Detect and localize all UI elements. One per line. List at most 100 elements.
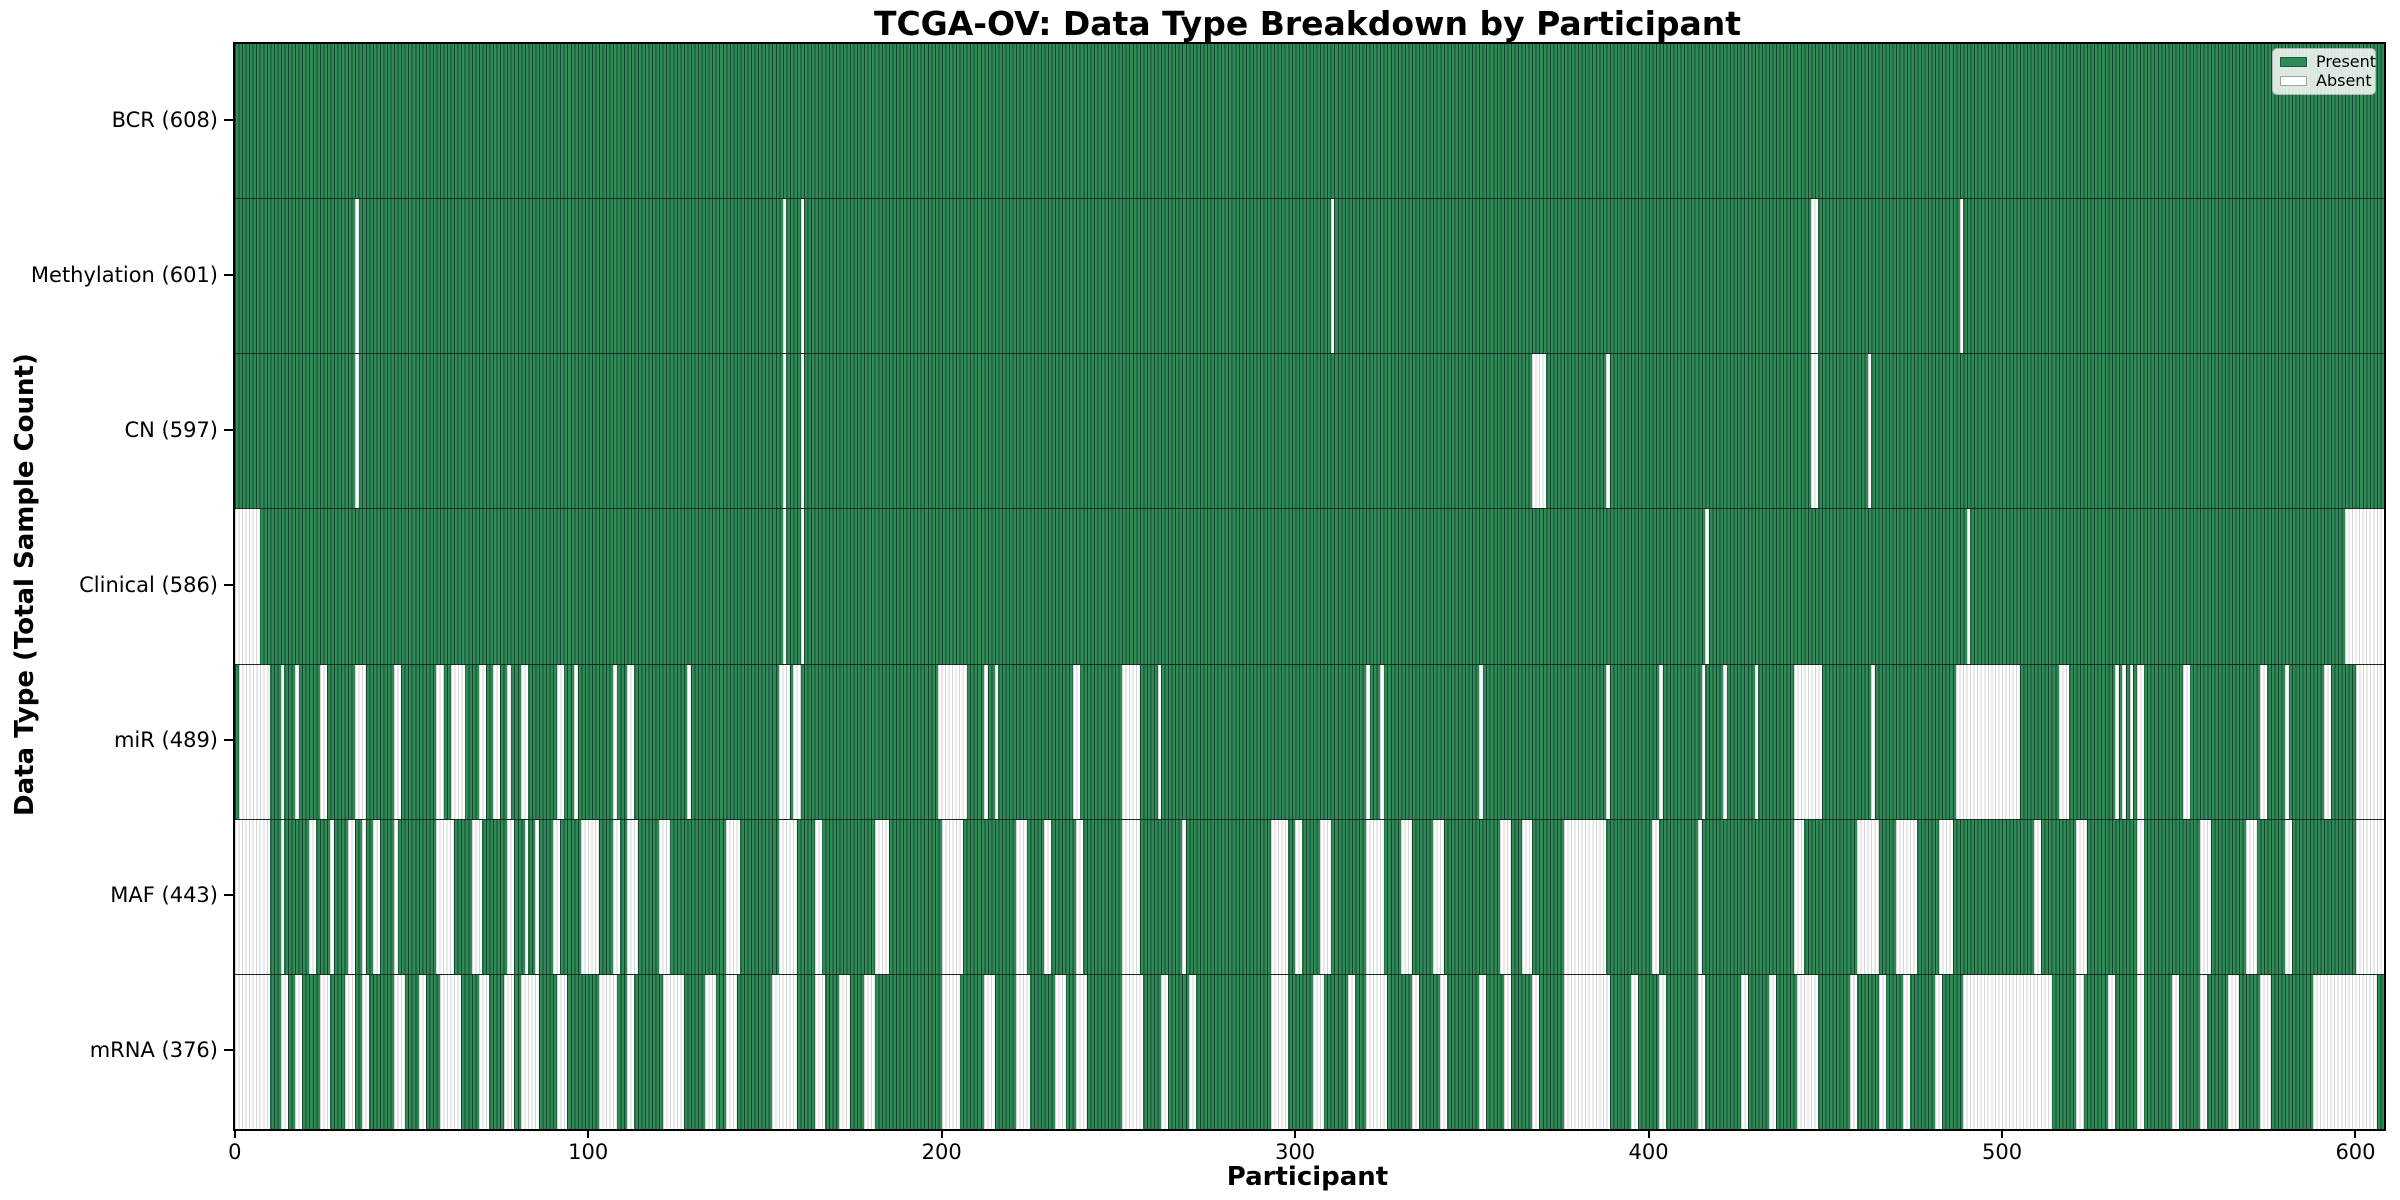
y-tick-mark [224, 428, 233, 431]
absent-stripe [238, 664, 271, 819]
absent-stripe [355, 664, 366, 819]
absent-stripe [659, 819, 670, 974]
absent-stripe [662, 974, 684, 1129]
absent-stripe [941, 974, 960, 1129]
absent-stripe [280, 974, 288, 1129]
absent-stripe [2136, 664, 2144, 819]
absent-stripe [1016, 974, 1031, 1129]
absent-stripe [471, 819, 483, 974]
absent-stripe [2355, 819, 2384, 974]
y-tick-label-Clinical: Clinical (586) [79, 572, 218, 597]
x-tick-label: 200 [921, 1140, 962, 1164]
absent-stripe [1698, 819, 1702, 974]
x-tick-label: 0 [228, 1140, 242, 1164]
absent-stripe [319, 974, 331, 1129]
absent-stripe [1016, 819, 1027, 974]
row-miR [235, 664, 2384, 820]
chart-title: TCGA-OV: Data Type Breakdown by Particip… [873, 4, 1742, 43]
absent-stripe [295, 664, 299, 819]
absent-stripe [553, 819, 561, 974]
absent-stripe [478, 974, 490, 1129]
absent-stripe [574, 664, 578, 819]
absent-stripe [348, 819, 356, 974]
y-tick-mark [224, 118, 233, 121]
y-tick-label-miR: miR (489) [113, 727, 218, 752]
absent-stripe [1698, 974, 1706, 1129]
absent-stripe [1500, 819, 1511, 974]
absent-stripe [2136, 819, 2144, 974]
absent-stripe [726, 974, 737, 1129]
absent-stripe [2200, 819, 2211, 974]
absent-stripe [1503, 974, 1511, 1129]
absent-stripe [864, 974, 875, 1129]
absent-stripe [2058, 664, 2070, 819]
absent-stripe [599, 974, 617, 1129]
absent-stripe [1076, 819, 1084, 974]
absent-stripe [1938, 819, 1953, 974]
absent-stripe [1295, 819, 1303, 974]
absent-stripe [235, 974, 271, 1129]
absent-stripe [1161, 974, 1169, 1129]
absent-stripe [2345, 509, 2384, 664]
absent-stripe [1313, 974, 1324, 1129]
legend-label-present: Present [2316, 52, 2377, 72]
absent-stripe [280, 819, 285, 974]
x-tick-mark [2001, 1129, 2004, 1138]
absent-stripe [280, 664, 285, 819]
y-tick-label-mRNA: mRNA (376) [89, 1037, 218, 1062]
absent-stripe [394, 974, 405, 1129]
absent-stripe [1966, 509, 1971, 664]
absent-stripe [1723, 664, 1727, 819]
absent-stripe [800, 509, 805, 664]
y-tick-mark [224, 893, 233, 896]
absent-stripe [1811, 199, 1819, 354]
absent-stripe [1521, 819, 1533, 974]
absent-stripe [436, 819, 455, 974]
absent-stripe [394, 664, 402, 819]
absent-stripe [1652, 819, 1660, 974]
x-tick-label: 100 [568, 1140, 609, 1164]
absent-stripe [1532, 354, 1547, 509]
absent-stripe [1122, 974, 1144, 1129]
y-tick-label-BCR: BCR (608) [111, 107, 218, 132]
absent-stripe [874, 819, 889, 974]
legend-item-absent: Absent [2280, 72, 2372, 89]
absent-stripe [1320, 819, 1331, 974]
y-tick-label-Methylation: Methylation (601) [30, 262, 218, 287]
absent-stripe [1270, 974, 1289, 1129]
absent-stripe [994, 664, 999, 819]
absent-stripe [800, 354, 805, 509]
absent-stripe [1433, 819, 1444, 974]
x-tick-mark [1647, 1129, 1650, 1138]
absent-stripe [793, 664, 801, 819]
absent-stripe [493, 664, 501, 819]
absent-stripe [627, 664, 635, 819]
absent-stripe [2285, 664, 2289, 819]
absent-stripe [1606, 664, 1610, 819]
absent-stripe [1701, 664, 1706, 819]
absent-stripe [705, 974, 716, 1129]
absent-stripe [436, 664, 444, 819]
absent-stripe [613, 819, 621, 974]
absent-stripe [2076, 974, 2084, 1129]
row-mRNA [235, 974, 2384, 1129]
absent-stripe [772, 974, 797, 1129]
absent-stripe [1563, 974, 1610, 1129]
absent-stripe [1157, 664, 1162, 819]
absent-stripe [1440, 974, 1448, 1129]
absent-stripe [1705, 509, 1709, 664]
y-axis-title: Data Type (Total Sample Count) [10, 353, 40, 816]
absent-stripe [394, 819, 398, 974]
absent-stripe [2108, 974, 2116, 1129]
absent-stripe [1412, 974, 1420, 1129]
x-tick-label: 500 [1981, 1140, 2023, 1164]
absent-stripe [355, 199, 359, 354]
absent-stripe [1055, 974, 1066, 1129]
absent-stripe [782, 509, 787, 664]
absent-stripe [814, 974, 826, 1129]
absent-stripe [1797, 974, 1819, 1129]
absent-stripe [613, 664, 617, 819]
absent-stripe [362, 974, 370, 1129]
y-tick-mark [224, 583, 233, 586]
absent-stripe [2076, 819, 2088, 974]
